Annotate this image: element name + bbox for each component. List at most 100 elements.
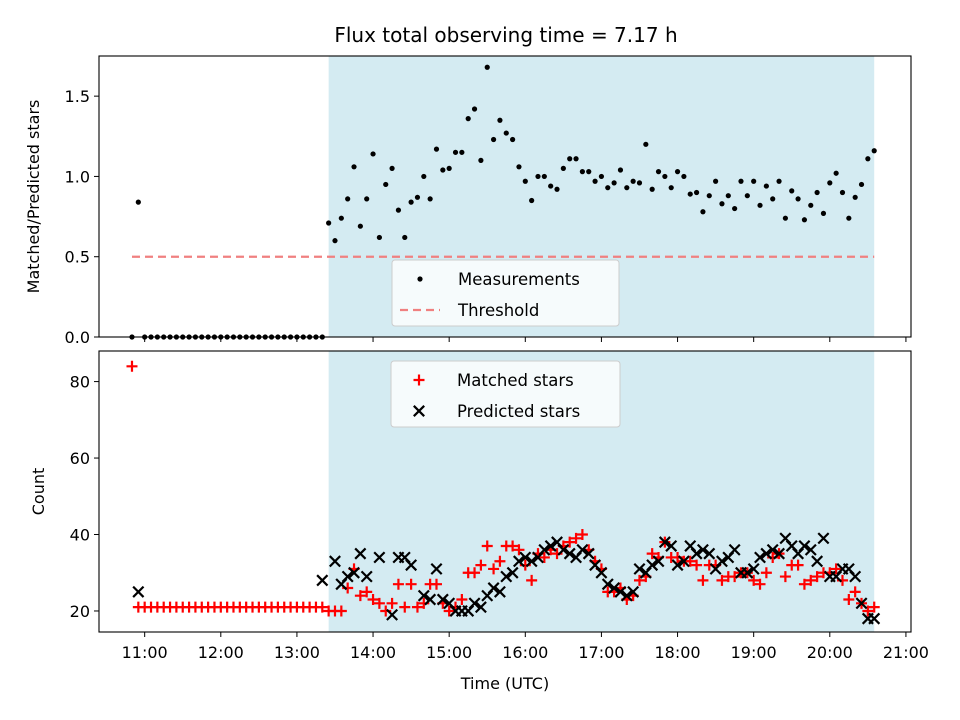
predicted-stars-point — [563, 547, 576, 560]
measurements-point — [357, 223, 363, 229]
legend: Matched stars Predicted stars — [390, 360, 621, 428]
predicted-stars-point — [677, 555, 690, 568]
predicted-stars-point — [620, 589, 633, 602]
matched-stars-point — [570, 532, 582, 544]
measurements-series — [129, 64, 877, 340]
measurements-point — [852, 194, 858, 200]
matched-stars-point — [564, 536, 576, 548]
predicted-stars-point — [773, 547, 786, 560]
measurements-point — [573, 156, 579, 162]
matched-stars-point — [633, 574, 645, 586]
matched-stars-point — [830, 563, 842, 575]
measurements-point — [522, 178, 528, 184]
measurements-point — [503, 130, 509, 136]
measurements-point — [592, 178, 598, 184]
matched-stars-point — [811, 571, 823, 583]
matched-stars-point — [354, 590, 366, 602]
x-tick-label: 21:00 — [883, 643, 929, 662]
measurements-point — [351, 164, 357, 170]
measurements-point — [820, 210, 827, 216]
matched-stars-point — [494, 555, 506, 567]
x-tick-label: 17:00 — [578, 643, 624, 662]
matched-stars-point — [367, 594, 379, 606]
predicted-stars-series — [132, 532, 881, 625]
matched-stars-point — [805, 574, 817, 586]
predicted-stars-point — [633, 562, 646, 575]
matched-stars-point — [748, 574, 760, 586]
measurements-point — [427, 196, 433, 202]
measurements-point — [674, 169, 681, 175]
matched-stars-point — [868, 601, 880, 613]
measurements-point — [471, 106, 478, 112]
measurements-point — [693, 189, 700, 196]
measurements-point — [452, 149, 459, 155]
predicted-stars-point — [728, 543, 741, 556]
predicted-stars-point — [671, 559, 684, 572]
predicted-stars-point — [811, 555, 824, 568]
y-axis-label: Count — [29, 468, 48, 516]
predicted-stars-point — [690, 547, 703, 560]
y-tick-label: 40 — [70, 526, 90, 545]
matched-stars-point — [399, 601, 411, 613]
axes-frame — [98, 350, 912, 633]
y-tick-label: 0.0 — [65, 328, 90, 347]
predicted-stars-point — [468, 597, 481, 610]
measurements-point — [459, 149, 465, 155]
x-tick-label: 19:00 — [731, 643, 777, 662]
measurements-point — [395, 207, 402, 213]
y-tick-label: 60 — [70, 449, 90, 468]
measurements-point — [706, 193, 712, 199]
measurements-point — [624, 185, 630, 191]
measurements-point — [554, 186, 560, 192]
legend-label: Predicted stars — [457, 402, 580, 421]
measurements-point — [719, 201, 725, 207]
measurements-point — [770, 196, 776, 202]
measurements-point — [529, 197, 535, 204]
matched-stars-point — [456, 594, 468, 606]
x-tick-label: 11:00 — [122, 643, 168, 662]
measurements-point — [541, 173, 547, 180]
predicted-stars-point — [405, 559, 418, 572]
matched-stars-point — [843, 594, 855, 606]
measurements-point — [662, 173, 668, 180]
predicted-stars-point — [798, 540, 811, 552]
x-tick-label: 16:00 — [502, 643, 548, 662]
predicted-stars-point — [373, 551, 386, 564]
measurements-point — [326, 220, 332, 226]
matched-stars-point — [126, 360, 138, 372]
x-tick-label: 12:00 — [198, 643, 244, 662]
predicted-stars-point — [506, 566, 519, 579]
matched-stars-point — [361, 586, 373, 598]
legend-box — [391, 259, 620, 327]
measurements-point — [465, 116, 471, 122]
measurements-point — [497, 117, 503, 123]
y-axis-label: Matched/Predicted stars — [24, 100, 43, 294]
predicted-stars-point — [348, 566, 360, 579]
measurements-point — [643, 141, 649, 147]
measurements-point — [725, 193, 731, 199]
predicted-stars-point — [544, 540, 557, 552]
legend-label: Matched stars — [457, 371, 574, 390]
measurements-point — [605, 185, 611, 191]
predicted-stars-point — [500, 570, 513, 583]
predicted-stars-point — [868, 612, 881, 625]
predicted-stars-point — [646, 559, 659, 572]
measurements-point — [668, 185, 674, 191]
measurements-point — [548, 183, 554, 189]
axes-frame — [98, 55, 912, 338]
measurements-point — [376, 234, 382, 241]
matched-stars-point — [792, 559, 804, 571]
predicted-stars-point — [747, 562, 760, 575]
predicted-stars-point — [493, 585, 506, 598]
matched-stars-point — [430, 578, 442, 590]
matched-stars-point — [697, 574, 709, 586]
predicted-stars-point — [360, 570, 373, 583]
matched-stars-point — [316, 601, 328, 613]
measurements-point — [617, 167, 624, 173]
predicted-stars-point — [652, 555, 665, 568]
matched-stars-point — [538, 551, 550, 563]
measurements-point — [383, 181, 389, 188]
matched-stars-point — [760, 567, 772, 579]
measurements-point — [789, 188, 795, 194]
